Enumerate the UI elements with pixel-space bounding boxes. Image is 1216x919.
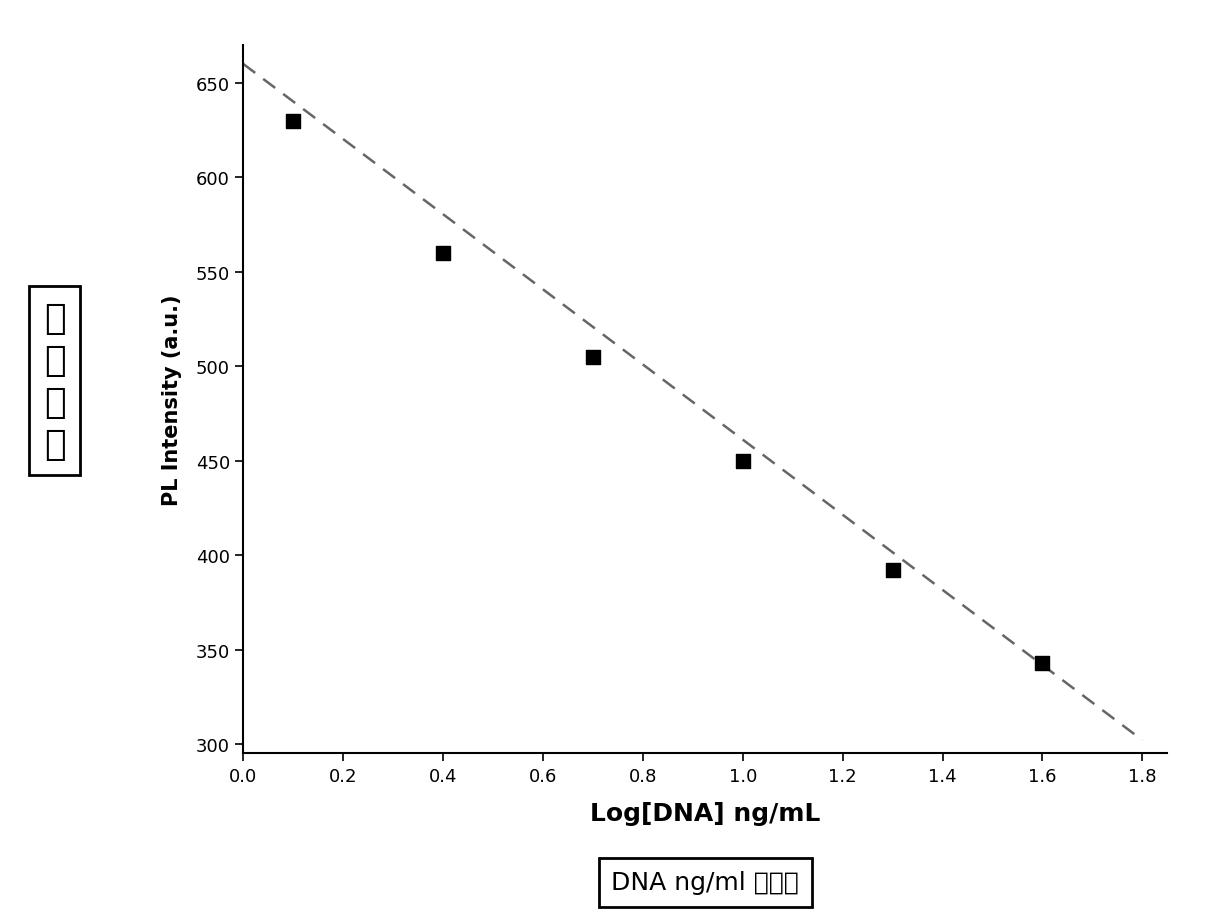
X-axis label: Log[DNA] ng/mL: Log[DNA] ng/mL xyxy=(590,801,821,825)
Y-axis label: PL Intensity (a.u.): PL Intensity (a.u.) xyxy=(162,294,182,505)
Text: 荧
光
强
度: 荧 光 强 度 xyxy=(44,301,66,461)
Point xyxy=(433,246,452,261)
Point xyxy=(283,114,303,129)
Point xyxy=(733,454,753,469)
Point xyxy=(584,350,603,365)
Text: DNA ng/ml 对数値: DNA ng/ml 对数値 xyxy=(612,870,799,894)
Point xyxy=(1032,655,1052,670)
Point xyxy=(883,563,902,578)
